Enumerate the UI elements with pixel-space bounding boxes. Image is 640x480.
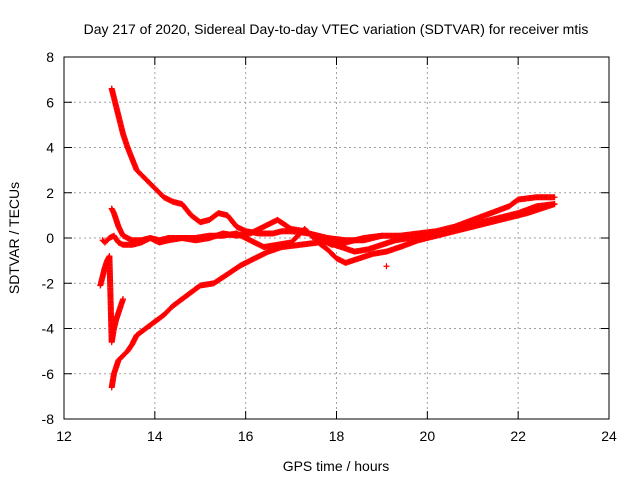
data-point-left-lower-branch	[120, 296, 127, 303]
y-tick-label: -6	[42, 366, 55, 382]
y-tick-label: 2	[46, 185, 54, 201]
y-tick-label: 0	[46, 230, 54, 246]
data-layer	[97, 85, 558, 391]
y-tick-label: -2	[42, 275, 55, 291]
x-tick-label: 16	[238, 428, 254, 444]
data-point-left-upper-branch	[378, 232, 385, 239]
y-tick-label: 6	[46, 94, 54, 110]
x-tick-label: 24	[601, 428, 617, 444]
y-axis-label: SDTVAR / TECUs	[6, 182, 22, 294]
chart-title: Day 217 of 2020, Sidereal Day-to-day VTE…	[84, 21, 589, 37]
x-axis-label: GPS time / hours	[283, 458, 390, 474]
y-tick-label: 8	[46, 49, 54, 65]
x-tick-label: 20	[420, 428, 436, 444]
x-tick-label: 18	[329, 428, 345, 444]
x-tick-label: 12	[56, 428, 72, 444]
data-point-outlier	[383, 263, 390, 270]
x-tick-label: 22	[510, 428, 526, 444]
y-tick-label: -8	[42, 411, 55, 427]
data-point-upper-decay	[551, 194, 558, 201]
data-point-mid-line	[551, 201, 558, 208]
y-tick-label: -4	[42, 321, 55, 337]
x-tick-label: 14	[147, 428, 163, 444]
y-tick-label: 4	[46, 140, 54, 156]
